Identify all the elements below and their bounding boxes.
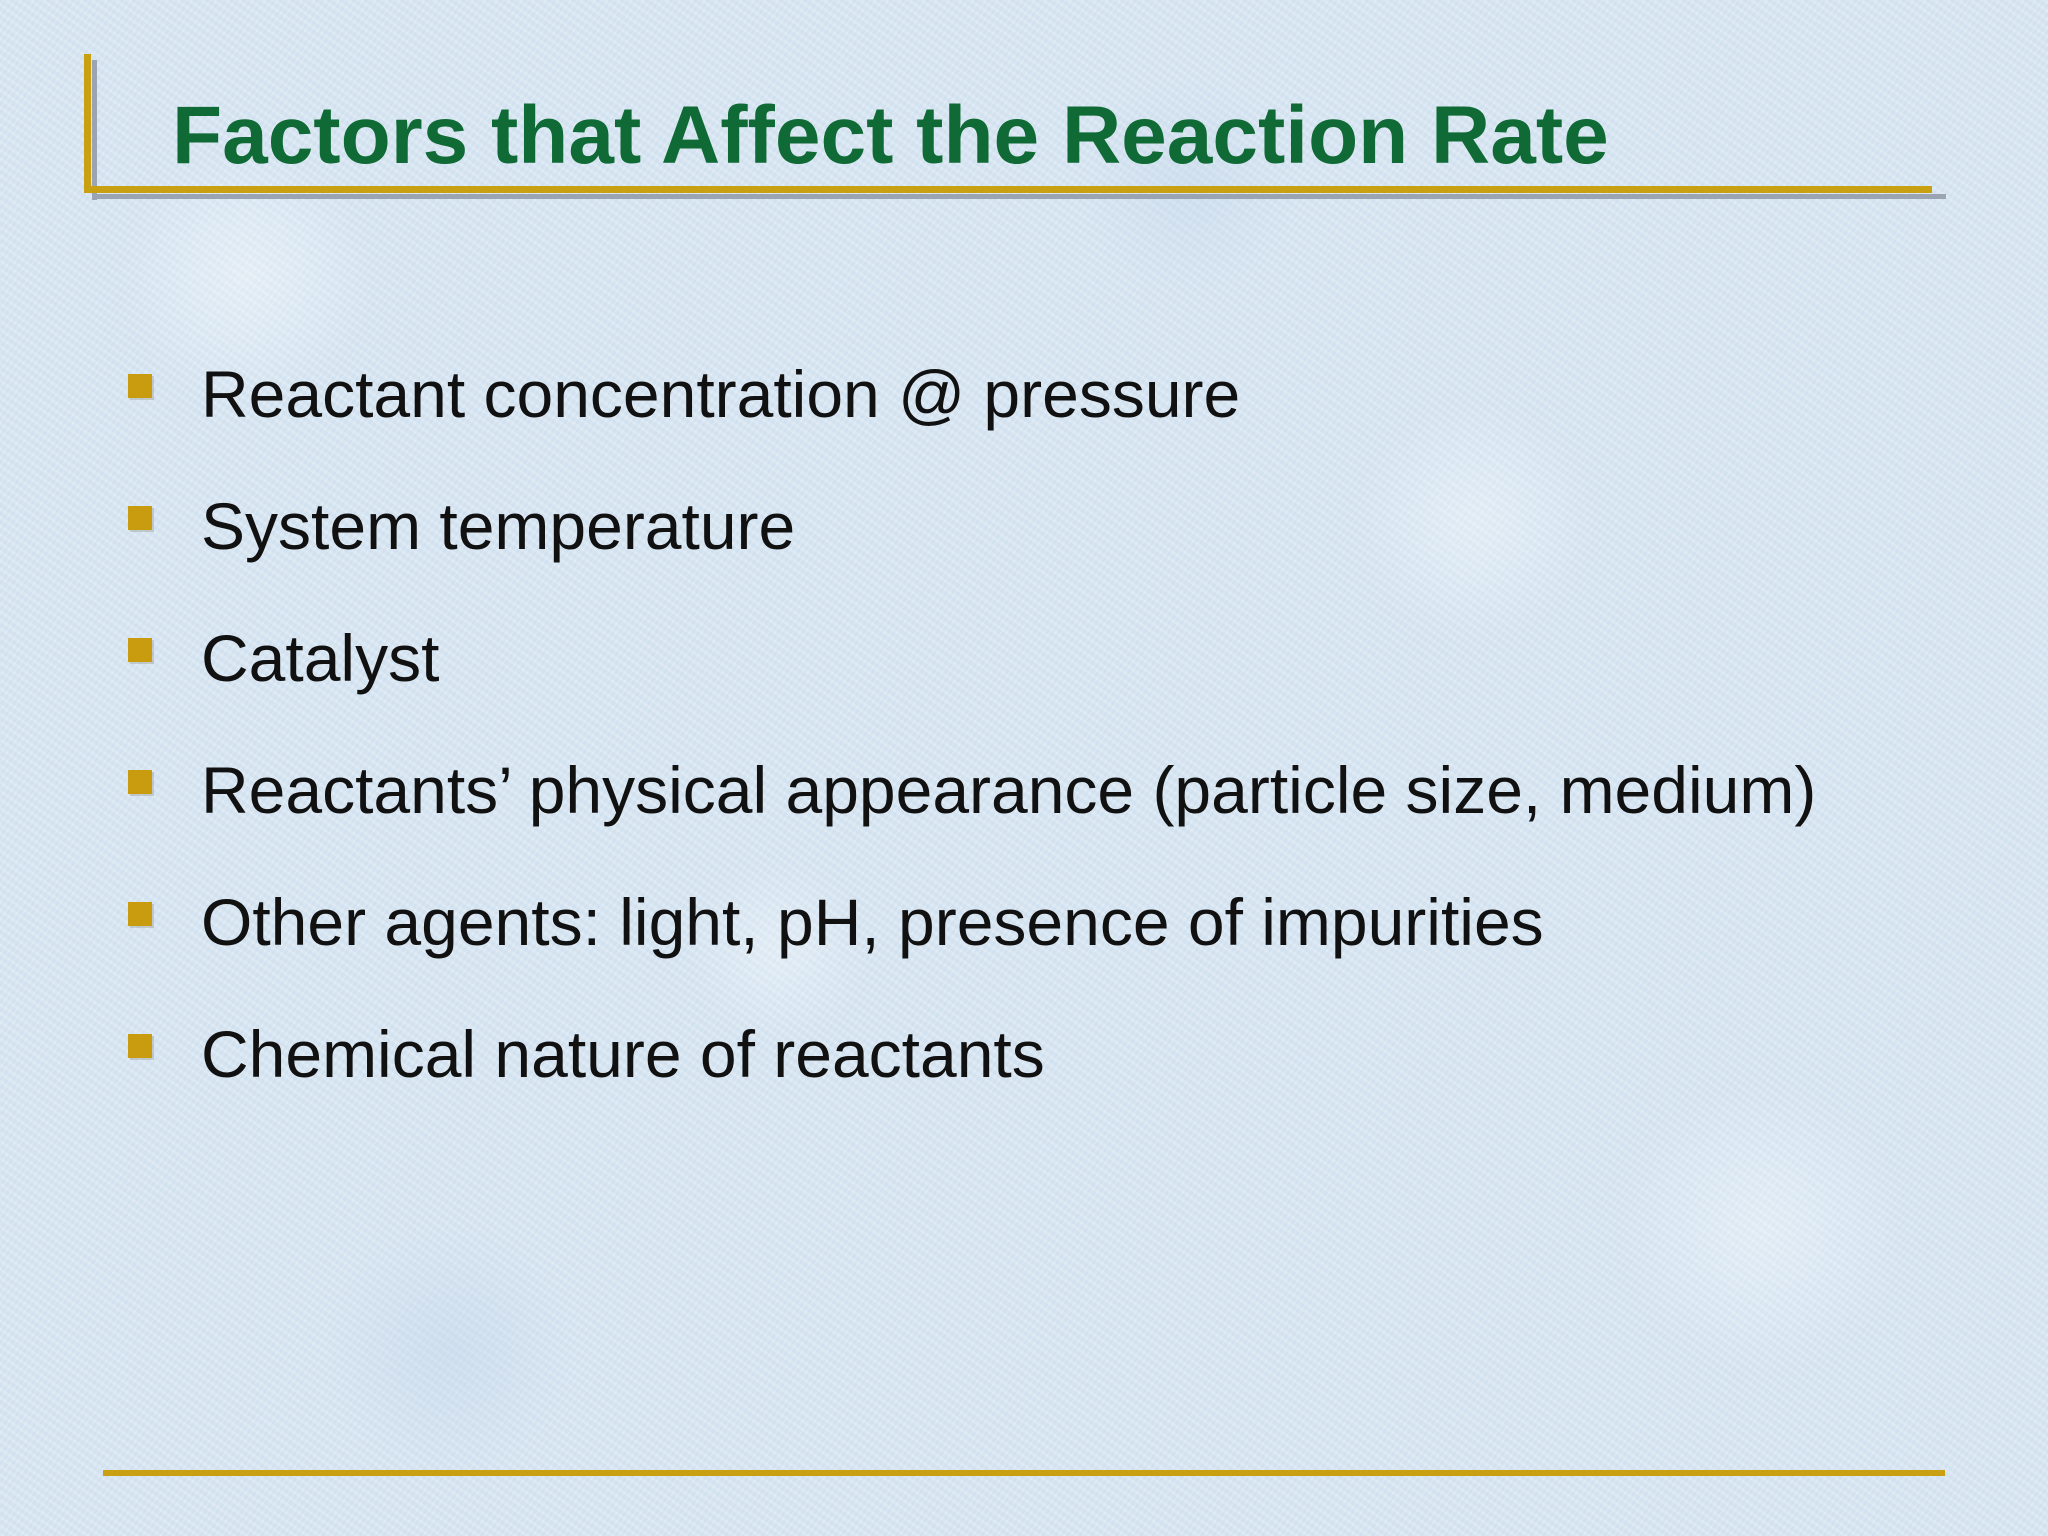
list-item: Other agents: light, pH, presence of imp…	[125, 878, 1885, 966]
bullet-text: Reactant concentration @ pressure	[201, 357, 1241, 431]
bullet-list: Reactant concentration @ pressure System…	[125, 350, 1885, 1142]
square-bullet-icon	[128, 506, 152, 530]
square-bullet-icon	[128, 638, 152, 662]
bullet-text: Chemical nature of reactants	[201, 1017, 1045, 1091]
footer-divider	[103, 1470, 1945, 1476]
list-item: Chemical nature of reactants	[125, 1010, 1885, 1098]
square-bullet-icon	[128, 902, 152, 926]
square-bullet-icon	[128, 770, 152, 794]
bullet-text: Catalyst	[201, 621, 440, 695]
list-item: System temperature	[125, 482, 1885, 570]
title-frame-vertical-shadow	[92, 60, 97, 200]
square-bullet-icon	[128, 1034, 152, 1058]
title-frame-horizontal-shadow	[96, 194, 1946, 199]
bullet-text: Other agents: light, pH, presence of imp…	[201, 885, 1544, 959]
list-item: Reactant concentration @ pressure	[125, 350, 1885, 438]
bullet-text: Reactants’ physical appearance (particle…	[201, 753, 1817, 827]
slide-title: Factors that Affect the Reaction Rate	[172, 90, 1609, 181]
title-frame-horizontal-rule	[84, 186, 1932, 193]
title-frame	[84, 54, 1946, 200]
list-item: Catalyst	[125, 614, 1885, 702]
bullet-text: System temperature	[201, 489, 796, 563]
list-item: Reactants’ physical appearance (particle…	[125, 746, 1885, 834]
title-frame-vertical-rule	[84, 54, 91, 192]
square-bullet-icon	[128, 374, 152, 398]
